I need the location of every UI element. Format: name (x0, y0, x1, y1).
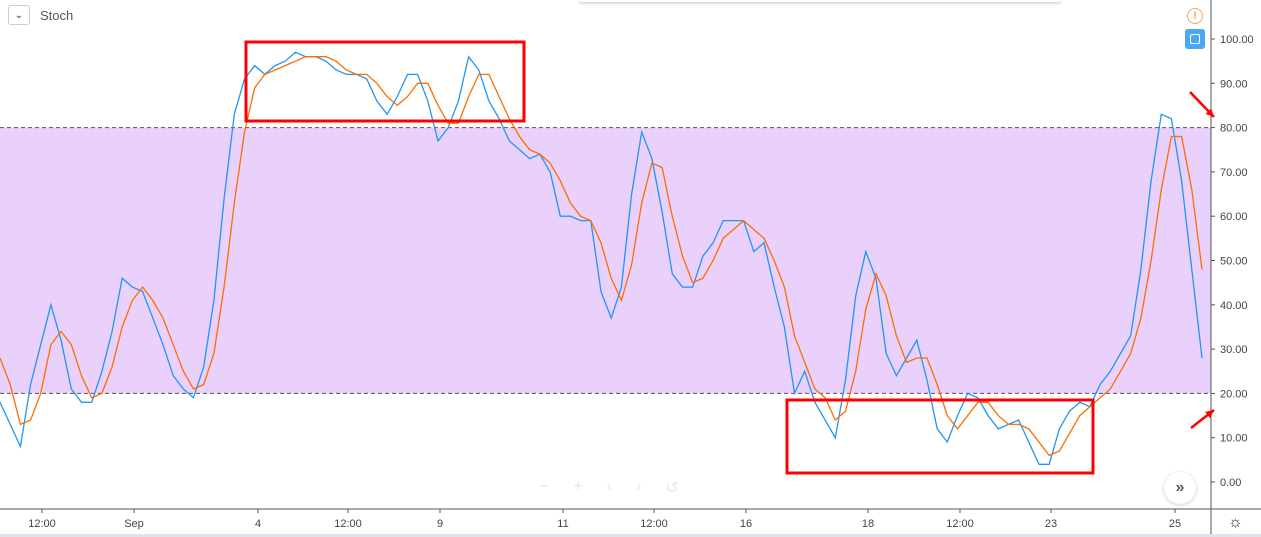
x-tick-label: 12:00 (640, 518, 668, 530)
x-tick-label: 18 (862, 518, 874, 530)
x-tick-label: 25 (1169, 518, 1181, 530)
indicator-title: Stoch (40, 7, 74, 23)
x-tick-label: 16 (740, 518, 752, 530)
zoom-out-button[interactable]: − (540, 478, 550, 495)
y-tick-label: 60.00 (1220, 211, 1248, 223)
d-line (0, 56, 1203, 457)
x-tick-label: 12:00 (334, 518, 362, 530)
x-tick-label: 23 (1045, 518, 1057, 530)
warning-icon[interactable]: ! (1187, 8, 1203, 24)
x-tick-label: 9 (437, 518, 443, 530)
reset-icon[interactable]: ↺ (665, 480, 679, 497)
x-tick-label: Sep (124, 518, 144, 530)
indicator-legend: ⌄ Stoch (8, 5, 73, 25)
y-tick-label: 70.00 (1220, 167, 1248, 179)
y-tick-label: 40.00 (1220, 300, 1248, 312)
y-tick-label: 100.00 (1220, 34, 1254, 46)
scroll-right-button[interactable]: › (636, 478, 642, 495)
x-tick-label: 11 (557, 518, 568, 530)
arrow-to-80-head (1205, 108, 1214, 117)
y-tick-label: 0.00 (1220, 477, 1241, 489)
bottom-strip (0, 534, 1261, 537)
chart-controls: − + ‹ › ↺ (540, 478, 679, 498)
oversold-highlight-box (785, 398, 1095, 475)
x-tick-label: 4 (255, 518, 261, 530)
y-tick-label: 20.00 (1220, 388, 1248, 400)
y-tick-label: 90.00 (1220, 78, 1248, 90)
y-tick-label: 30.00 (1220, 344, 1248, 356)
arrow-to-20-head (1205, 410, 1214, 419)
maximize-icon[interactable] (1185, 29, 1205, 49)
y-tick-label: 10.00 (1220, 433, 1248, 445)
x-tick-label: 12:00 (946, 518, 974, 530)
chevron-down-icon[interactable]: ⌄ (8, 5, 30, 25)
x-tick-label: 12:00 (28, 518, 56, 530)
zoom-in-button[interactable]: + (573, 478, 583, 495)
y-tick-label: 80.00 (1220, 123, 1248, 135)
top-panel-edge (580, 0, 1060, 2)
scroll-to-realtime-button[interactable]: » (1164, 472, 1196, 504)
settings-gear-icon[interactable]: ☼ (1228, 514, 1243, 531)
k-line (0, 51, 1203, 465)
scroll-left-button[interactable]: ‹ (606, 478, 613, 495)
y-tick-label: 50.00 (1220, 256, 1248, 268)
overbought-highlight-box (244, 40, 526, 123)
